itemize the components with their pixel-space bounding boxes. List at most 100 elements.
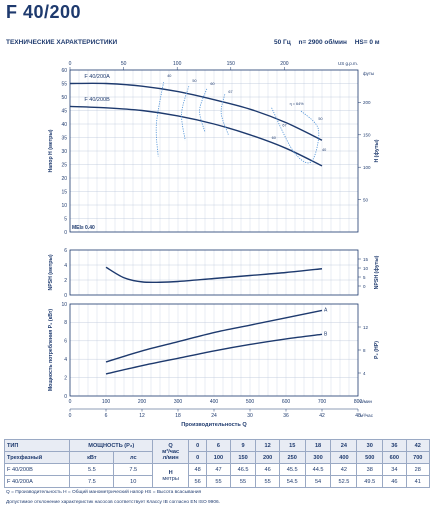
y-tick-label: 4 [64, 263, 67, 269]
h-header: H метры [152, 463, 190, 488]
q-header: Q м³/час л/мин [152, 439, 190, 464]
y-tick-label: 8 [64, 320, 67, 326]
q-lmin-3: 200 [255, 451, 280, 464]
operating-conditions: 50 Гц n= 2900 об/мин HS= 0 м [268, 39, 380, 46]
q-m3h-6: 24 [330, 439, 358, 452]
y-tick-label: 30 [61, 149, 67, 155]
y-tick-label: 25 [61, 162, 67, 168]
y-tick-label: 60 [61, 68, 67, 74]
y-right-unit: футы [363, 71, 374, 76]
q-m3h-0: 0 [188, 439, 208, 452]
x-top-tick-label: 200 [280, 61, 289, 67]
section-subtitle: ТЕХНИЧЕСКИЕ ХАРАКТЕРИСТИКИ [6, 39, 118, 46]
model-cell: F 40/200B [3, 463, 71, 476]
q-m3h-9: 42 [405, 439, 430, 452]
y-tick-label: 35 [61, 135, 67, 141]
y-right-tick-label: 50 [363, 197, 369, 202]
y-right-tick-label: 100 [363, 165, 371, 170]
h-cell: 44.5 [304, 463, 332, 476]
q-lmin-8: 600 [382, 451, 407, 464]
y-tick-label: 40 [61, 122, 67, 128]
h-cell: 48 [188, 463, 208, 476]
pump-performance-chart: 05101520253035404550556050100150200Напор… [47, 61, 380, 428]
efficiency-label: 50 [192, 79, 196, 83]
hp-cell: 10 [113, 475, 154, 488]
y-tick-label: 6 [64, 339, 67, 345]
x-tick-label: 100 [102, 399, 111, 405]
x-lower-tick-label: 30 [247, 413, 253, 419]
head-ylabel-right: H (футы) [373, 139, 380, 162]
power-curve-a [105, 309, 323, 363]
speed-label: n= 2900 об/мин [298, 39, 347, 46]
q-label: Q [168, 442, 173, 449]
page-title: F 40/200 [6, 2, 82, 22]
h-cell: 56 [188, 475, 208, 488]
series-label-b: F 40/200B [84, 97, 110, 103]
head-curve-f-40-200a [69, 82, 323, 141]
efficiency-isoline [220, 94, 229, 135]
h-unit: метры [162, 475, 179, 482]
npsh-curve-npsh [105, 266, 323, 284]
h-label: H [168, 469, 173, 476]
y-right-tick-label: 5 [363, 275, 366, 280]
h-cell: 54 [304, 475, 332, 488]
efficiency-label: 40 [322, 148, 326, 152]
y-tick-label: 50 [61, 95, 67, 101]
efficiency-label: 40 [167, 74, 171, 78]
y-tick-label: 5 [64, 216, 67, 222]
q-unit-m3h: м³/час [162, 448, 180, 455]
power-series-label: A [324, 307, 328, 313]
x-unit: л/мин [360, 399, 372, 404]
y-right-tick-label: 8 [363, 348, 366, 353]
q-lmin-4: 250 [278, 451, 306, 464]
x-tick-label: 400 [210, 399, 219, 405]
y-right-tick-label: 150 [363, 133, 371, 138]
y-right-tick-label: 10 [363, 266, 369, 271]
mei-label: MEI≥ 0.40 [72, 225, 95, 231]
y-tick-label: 2 [64, 375, 67, 381]
y-tick-label: 20 [61, 176, 67, 182]
y-right-tick-label: 4 [363, 371, 366, 376]
y-right-tick-label: 12 [363, 325, 369, 330]
efficiency-label: 60 [272, 136, 276, 140]
x-tick-label: 500 [246, 399, 255, 405]
frequency-label: 50 Гц [274, 39, 291, 46]
x-tick-label: 600 [282, 399, 291, 405]
q-lmin-6: 400 [330, 451, 358, 464]
x-lower-tick-label: 18 [175, 413, 181, 419]
efficiency-label: 50 [318, 117, 322, 121]
h-cell: 46 [382, 475, 407, 488]
x-lower-tick-label: 12 [139, 413, 145, 419]
hp-header: лс [113, 451, 154, 464]
model-cell: F 40/200A [3, 475, 71, 488]
spec-table: ТИП МОЩНОСТЬ (P₂) Q м³/час л/мин 0 6 9 1… [3, 439, 430, 488]
efficiency-isoline [199, 88, 208, 133]
h-cell: 42 [330, 463, 358, 476]
h-cell: 46.5 [229, 463, 257, 476]
y-right-tick-label: 0 [363, 284, 366, 289]
y-tick-label: 10 [61, 203, 67, 209]
y-tick-label: 55 [61, 81, 67, 87]
x-lower-tick-label: 0 [69, 413, 72, 419]
head-ylabel: Напор H (метры) [48, 129, 54, 172]
head-frame [69, 69, 359, 233]
npsh-ylabel-right: NPSH (футы) [373, 255, 380, 289]
q-unit-lmin: л/мин [162, 454, 179, 461]
suction-height-label: HS= 0 м [354, 39, 380, 46]
x-tick-label: 800 [354, 399, 363, 405]
y-tick-label: 4 [64, 357, 67, 363]
efficiency-contour [271, 107, 320, 164]
y-tick-label: 15 [61, 189, 67, 195]
y-tick-label: 45 [61, 108, 67, 114]
x-lower-tick-label: 48 [355, 413, 361, 419]
h-cell: 46 [255, 463, 280, 476]
efficiency-label: 67 [282, 124, 286, 128]
npsh-frame [69, 249, 359, 296]
q-m3h-4: 15 [278, 439, 306, 452]
y-right-tick-label: 15 [363, 257, 369, 262]
x-axis-label: Производительность Q [181, 422, 247, 428]
efficiency-label: 67 [228, 90, 232, 94]
series-label-a: F 40/200A [84, 74, 110, 80]
power-header: МОЩНОСТЬ (P₂) [69, 439, 154, 452]
efficiency-isoline [181, 86, 190, 141]
